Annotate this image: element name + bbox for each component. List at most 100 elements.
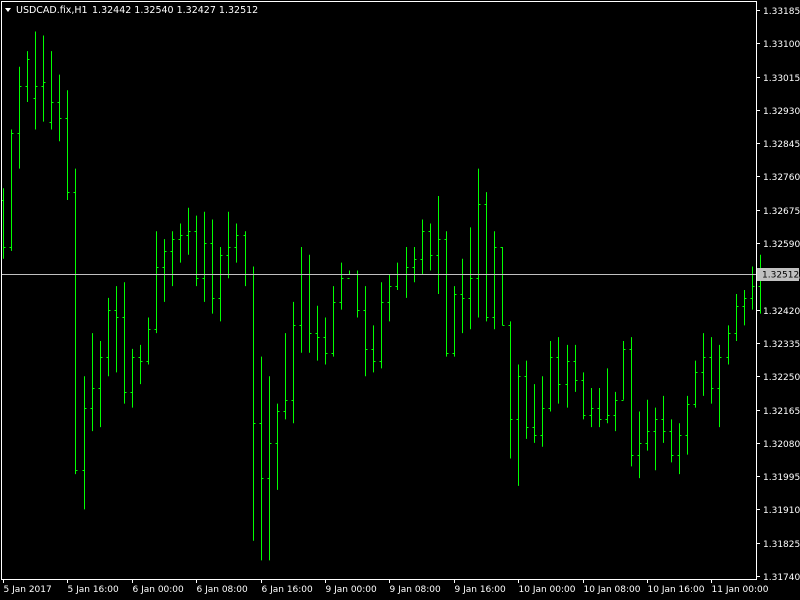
ohlc-bar bbox=[726, 325, 731, 365]
ohlc-bar bbox=[283, 333, 288, 420]
ohlc-bar bbox=[315, 305, 320, 361]
ohlc-bar bbox=[709, 337, 714, 404]
ohlc-bar bbox=[178, 223, 183, 263]
x-tick-label: 5 Jan 16:00 bbox=[68, 585, 120, 595]
y-tick-label: 1.32930 bbox=[763, 107, 800, 117]
ohlc-bar bbox=[162, 239, 167, 302]
ohlc-bar bbox=[597, 387, 602, 428]
axis-layer bbox=[1, 1, 757, 580]
ohlc-bar bbox=[581, 372, 586, 420]
y-tick-label: 1.33185 bbox=[763, 7, 800, 17]
ohlc-bar bbox=[65, 90, 70, 200]
ohlc-bar bbox=[637, 411, 642, 479]
ohlc-bar bbox=[661, 395, 666, 443]
ohlc-bar bbox=[532, 384, 537, 443]
ohlc-bar bbox=[742, 290, 747, 326]
ohlc-bar bbox=[90, 333, 95, 432]
ohlc-bar bbox=[387, 274, 392, 322]
x-tick-label: 10 Jan 00:00 bbox=[519, 585, 576, 595]
ohlc-bar bbox=[476, 168, 481, 318]
ohlc-bar bbox=[170, 231, 175, 287]
ohlc-bar bbox=[613, 391, 618, 432]
y-tick-label: 1.32675 bbox=[763, 207, 800, 217]
ohlc-bar bbox=[9, 129, 14, 251]
y-tick-label: 1.32250 bbox=[763, 373, 800, 383]
x-tick-label: 9 Jan 16:00 bbox=[455, 585, 507, 595]
ohlc-bar bbox=[371, 325, 376, 373]
plot-frame bbox=[1, 1, 757, 580]
ohlc-bar bbox=[291, 301, 296, 424]
x-tick-label: 5 Jan 2017 bbox=[4, 585, 52, 595]
ohlc-bar bbox=[420, 219, 425, 275]
ohlc-bar bbox=[484, 192, 489, 322]
ohlc-bar bbox=[436, 196, 441, 294]
y-tick-label: 1.31740 bbox=[763, 573, 800, 583]
ohlc-bar bbox=[444, 231, 449, 357]
ohlc-bar bbox=[460, 258, 465, 334]
ohlc-bar bbox=[605, 368, 610, 424]
ohlc-bar bbox=[226, 211, 231, 279]
ohlc-bar bbox=[210, 219, 215, 314]
ohlc-bar bbox=[492, 231, 497, 330]
ohlc-bar bbox=[323, 317, 328, 365]
ohlc-bar bbox=[516, 364, 521, 486]
ohlc-bar bbox=[556, 337, 561, 404]
y-tick-label: 1.31825 bbox=[763, 540, 800, 550]
chevron-down-icon[interactable] bbox=[5, 8, 11, 12]
ohlc-bar bbox=[106, 297, 111, 377]
current-price-tag-background bbox=[757, 268, 799, 281]
ohlc-bar bbox=[573, 344, 578, 392]
symbol-timeframe-label: USDCAD.fix,H1 bbox=[16, 5, 88, 16]
x-tick-label: 9 Jan 08:00 bbox=[390, 585, 442, 595]
ohlc-bar bbox=[540, 376, 545, 447]
ohlc-bar bbox=[363, 286, 368, 377]
ohlc-bar bbox=[629, 337, 634, 467]
ohlc-bar bbox=[202, 211, 207, 302]
ohlc-bar bbox=[146, 317, 151, 365]
ohlc-bar bbox=[677, 423, 682, 475]
ohlc-bar bbox=[82, 376, 87, 510]
ohlc-bar bbox=[234, 223, 239, 263]
ohlc-bar bbox=[428, 223, 433, 271]
ohlc-bar bbox=[379, 282, 384, 369]
y-tick-label: 1.32080 bbox=[763, 440, 800, 450]
ohlc-bar bbox=[645, 399, 650, 451]
y-tick-label: 1.32590 bbox=[763, 240, 800, 250]
x-tick-label: 10 Jan 16:00 bbox=[648, 585, 705, 595]
ohlc-bar bbox=[154, 231, 159, 334]
ohlc-bar bbox=[339, 262, 344, 310]
current-price-label: 1.32512 bbox=[762, 271, 799, 281]
ohlc-bar bbox=[259, 356, 264, 561]
y-tick-label: 1.33015 bbox=[763, 74, 800, 84]
chart-title[interactable]: USDCAD.fix,H1 1.32442 1.32540 1.32427 1.… bbox=[5, 5, 258, 16]
ohlc-bar bbox=[750, 266, 755, 310]
ohlc-bar bbox=[33, 31, 38, 130]
ohlc-bar bbox=[500, 246, 505, 326]
ohlc-bar bbox=[275, 403, 280, 490]
ohlc-bar bbox=[49, 51, 54, 130]
x-tick-label: 10 Jan 08:00 bbox=[584, 585, 641, 595]
ohlc-bar bbox=[589, 387, 594, 428]
ohlc-bar bbox=[508, 321, 513, 459]
x-tick-label: 6 Jan 08:00 bbox=[197, 585, 249, 595]
ohlc-bar bbox=[73, 168, 78, 475]
ohlc-bar bbox=[669, 419, 674, 463]
ohlc-bar bbox=[41, 35, 46, 122]
ohlc-bar bbox=[468, 227, 473, 330]
ohlc-bar bbox=[653, 407, 658, 471]
ohlc-bar bbox=[114, 286, 119, 373]
ohlc-bar bbox=[452, 286, 457, 357]
ohlc-bar bbox=[565, 344, 570, 408]
x-tick-label: 6 Jan 00:00 bbox=[133, 585, 185, 595]
y-axis: 1.33185 1.33100 1.33015 1.32930 1.32845 1.327… bbox=[756, 7, 800, 583]
y-tick-label: 1.32760 bbox=[763, 173, 800, 183]
y-tick-label: 1.32420 bbox=[763, 307, 800, 317]
ohlc-bar bbox=[218, 246, 223, 322]
ohlc-bar bbox=[25, 51, 30, 103]
ohlc-bar bbox=[130, 348, 135, 408]
ohlc-bar bbox=[331, 286, 336, 357]
ohlc-bar bbox=[734, 293, 739, 341]
y-tick-label: 1.33100 bbox=[763, 40, 800, 50]
